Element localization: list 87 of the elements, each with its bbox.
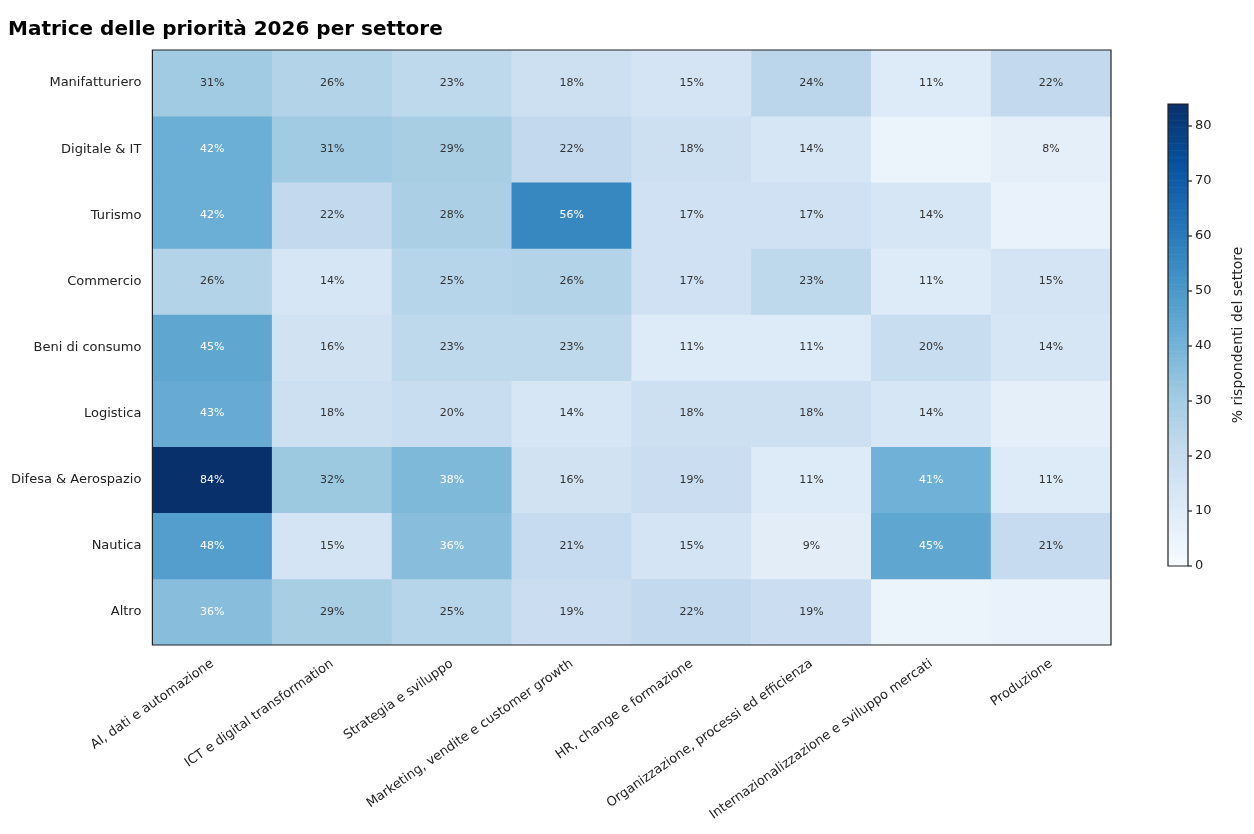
- data-label: 14%: [919, 208, 944, 222]
- data-label: 23%: [559, 340, 585, 354]
- y-tick-label: Commercio: [67, 272, 142, 288]
- data-label: 18%: [679, 406, 704, 420]
- data-label: 8%: [1042, 142, 1060, 156]
- y-tick-label: Beni di consumo: [33, 338, 142, 354]
- data-label: 45%: [200, 340, 225, 354]
- data-label: 14%: [319, 274, 345, 288]
- data-label: 21%: [1038, 538, 1064, 552]
- data-label: 22%: [1038, 75, 1064, 89]
- data-label: 22%: [559, 142, 585, 156]
- data-label: 15%: [679, 75, 704, 89]
- data-label: 20%: [439, 406, 465, 420]
- color-bar-title: % rispondenti del settore: [1228, 246, 1245, 424]
- data-label: 29%: [319, 604, 345, 618]
- data-label: 23%: [439, 340, 465, 354]
- data-label: 16%: [319, 340, 345, 354]
- data-label: 26%: [200, 274, 225, 288]
- data-label: 11%: [679, 340, 704, 354]
- data-label: 42%: [200, 208, 225, 222]
- color-bar-label: 60: [1195, 227, 1212, 243]
- data-label: 11%: [799, 472, 824, 486]
- color-bar-label: 10: [1195, 502, 1212, 518]
- data-label: 26%: [559, 274, 585, 288]
- data-label: 14%: [1038, 340, 1064, 354]
- color-bar-label: 70: [1195, 172, 1212, 188]
- data-label: 17%: [679, 274, 704, 288]
- data-label: 36%: [439, 538, 465, 552]
- data-label: 36%: [200, 604, 225, 618]
- data-label: 18%: [679, 142, 704, 156]
- data-label: 48%: [200, 538, 225, 552]
- data-label: 31%: [319, 142, 345, 156]
- data-label: 23%: [799, 274, 824, 288]
- data-label: 17%: [679, 208, 704, 222]
- data-label: 15%: [1038, 274, 1064, 288]
- y-tick-label: Logistica: [83, 404, 142, 420]
- data-label: 24%: [799, 75, 824, 89]
- data-label: 26%: [319, 75, 345, 89]
- data-label: 19%: [559, 604, 585, 618]
- y-tick-label: Turismo: [89, 206, 142, 222]
- data-label: 16%: [559, 472, 585, 486]
- data-label: 28%: [439, 208, 465, 222]
- data-label: 41%: [919, 472, 944, 486]
- data-label: 15%: [319, 538, 345, 552]
- color-bar-label: 50: [1195, 282, 1212, 298]
- color-bar-label: 20: [1195, 447, 1212, 463]
- data-label: 29%: [439, 142, 465, 156]
- data-label: 45%: [919, 538, 944, 552]
- y-tick-label: Digitale & IT: [61, 140, 142, 156]
- data-label: 42%: [200, 142, 225, 156]
- data-label: 15%: [679, 538, 704, 552]
- data-label: 22%: [679, 604, 704, 618]
- color-bar-label: 80: [1195, 117, 1212, 133]
- data-label: 19%: [799, 604, 824, 618]
- data-label: 19%: [679, 472, 704, 486]
- color-bar-label: 0: [1195, 557, 1204, 573]
- data-label: 38%: [439, 472, 465, 486]
- y-tick-label: Difesa & Aerospazio: [10, 471, 142, 487]
- data-label: 84%: [200, 472, 225, 486]
- data-label: 25%: [439, 274, 465, 288]
- color-bar-label: 30: [1195, 392, 1212, 408]
- chart-title: Matrice delle priorità 2026 per settore: [8, 16, 443, 41]
- data-label: 14%: [799, 142, 824, 156]
- data-label: 25%: [439, 604, 465, 618]
- data-label: 11%: [799, 340, 824, 354]
- data-label: 11%: [919, 75, 944, 89]
- data-label: 23%: [439, 75, 465, 89]
- data-label: 21%: [559, 538, 585, 552]
- data-label: 18%: [559, 75, 585, 89]
- data-label: 22%: [319, 208, 345, 222]
- data-label: 18%: [319, 406, 345, 420]
- data-label: 43%: [200, 406, 225, 420]
- y-tick-label: Manifatturiero: [49, 74, 142, 90]
- data-label: 32%: [319, 472, 345, 486]
- y-tick-label: Nautica: [91, 537, 142, 553]
- data-label: 18%: [799, 406, 824, 420]
- data-label: 14%: [919, 406, 944, 420]
- data-label: 17%: [799, 208, 824, 222]
- data-label: 31%: [200, 75, 225, 89]
- data-label: 11%: [1038, 472, 1064, 486]
- data-label: 20%: [919, 340, 944, 354]
- data-label: 56%: [559, 208, 585, 222]
- data-label: 9%: [802, 538, 821, 552]
- color-bar-label: 40: [1195, 337, 1212, 353]
- y-tick-label: Altro: [110, 603, 142, 619]
- data-label: 14%: [559, 406, 585, 420]
- data-label: 11%: [919, 274, 944, 288]
